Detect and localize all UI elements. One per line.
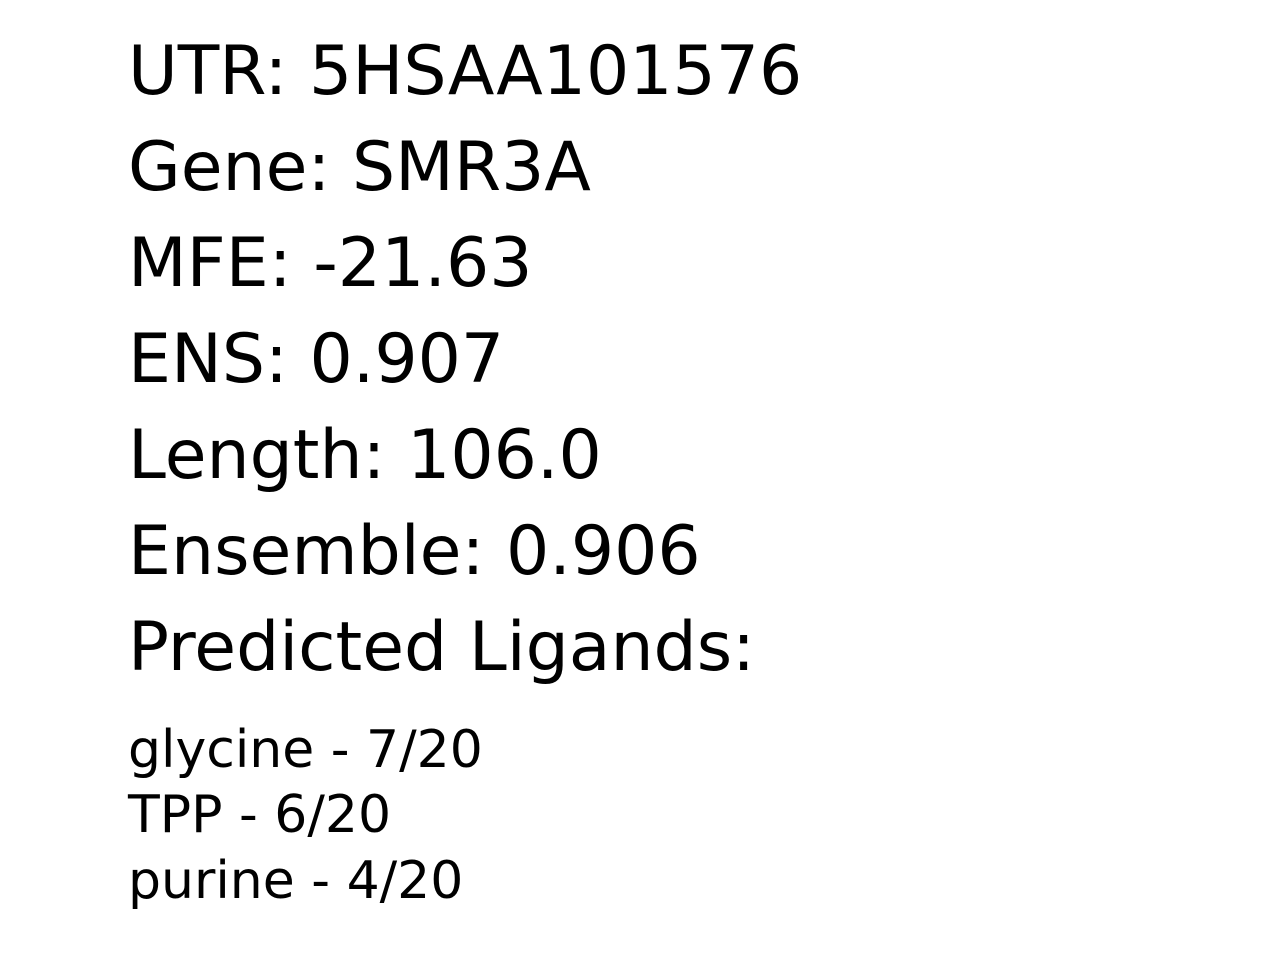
mfe-line: MFE: -21.63 bbox=[128, 224, 533, 303]
ligand-item: purine - 4/20 bbox=[128, 851, 464, 911]
ensemble-line: Ensemble: 0.906 bbox=[128, 512, 701, 591]
gene-line: Gene: SMR3A bbox=[128, 128, 591, 207]
ligand-item: TPP - 6/20 bbox=[128, 785, 392, 845]
utr-id-line: UTR: 5HSAA101576 bbox=[128, 32, 803, 111]
ens-line: ENS: 0.907 bbox=[128, 320, 505, 399]
utr-info-panel: UTR: 5HSAA101576 Gene: SMR3A MFE: -21.63… bbox=[128, 0, 1248, 960]
length-line: Length: 106.0 bbox=[128, 416, 602, 495]
predicted-ligands-heading: Predicted Ligands: bbox=[128, 608, 756, 687]
ligand-item: glycine - 7/20 bbox=[128, 720, 483, 780]
